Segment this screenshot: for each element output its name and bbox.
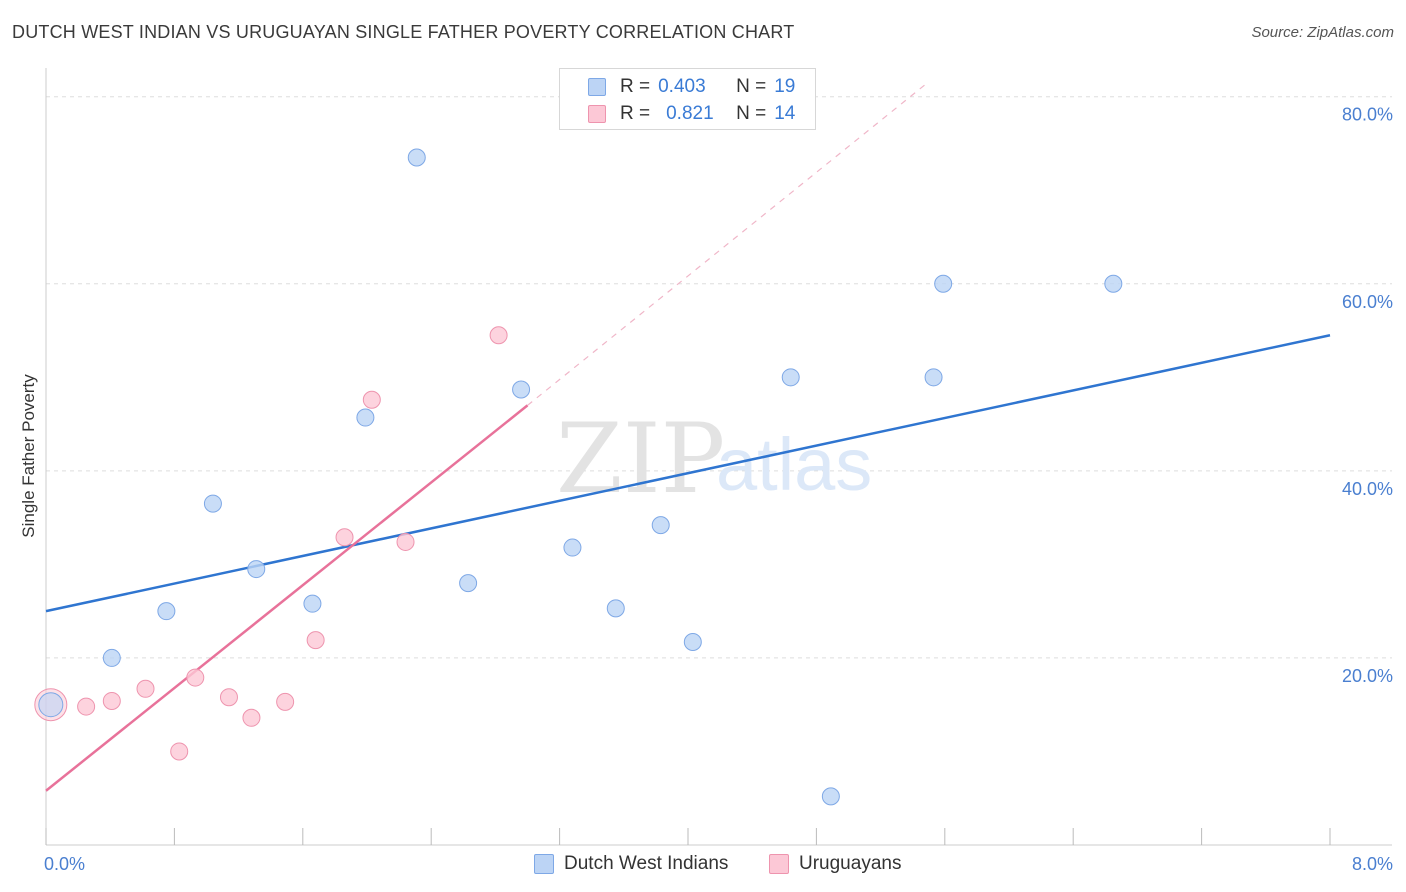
bottom-legend-swatch-pink (769, 854, 789, 874)
dutch-west-indians-point-8 (459, 574, 478, 593)
watermark-zip: ZIP (556, 403, 725, 515)
dutch-west-indians-point-4 (247, 560, 266, 579)
bottom-legend-dutch-west-indians: Dutch West Indians (534, 852, 728, 876)
dutch-west-indians-point-9 (512, 380, 531, 399)
dutch-west-indians-point-10 (563, 538, 582, 557)
dutch-west-indians-point-17 (934, 274, 953, 293)
dutch-west-indians-point-3 (203, 494, 222, 513)
uruguayans-point-5 (186, 668, 205, 687)
dutch-west-indians-point-6 (356, 408, 375, 427)
dutch-west-indians-point-0 (38, 692, 64, 718)
watermark: ZIP atlas (556, 403, 872, 515)
y-tick-label-1: 40.0% (1342, 479, 1393, 499)
uruguayans-point-12 (396, 532, 415, 551)
x-tick-label-0: 0.0% (44, 854, 85, 874)
dutch-west-indians-point-16 (924, 368, 943, 387)
dutch-west-indians-point-7 (407, 148, 426, 167)
legend-n-label: N = (736, 76, 767, 97)
uruguayans-trend-extension (527, 81, 930, 406)
watermark-atlas: atlas (716, 423, 872, 506)
dutch-west-indians-point-14 (781, 368, 800, 387)
legend-row-dutch-west-indians: R = 0.403 N = 19 (588, 75, 795, 99)
legend-row-uruguayans: R = 0.821 N = 14 (588, 102, 795, 126)
legend-n-value: 19 (774, 76, 796, 97)
dutch-west-indians-point-13 (683, 633, 702, 652)
source-label: Source: ZipAtlas.com (1251, 24, 1394, 41)
uruguayans-point-10 (335, 528, 354, 547)
stats-legend: R = 0.403 N = 19 R = 0.821 N = 14 (559, 68, 816, 130)
data-points (34, 148, 1123, 806)
uruguayans-point-6 (219, 688, 238, 707)
chart-title: DUTCH WEST INDIAN VS URUGUAYAN SINGLE FA… (12, 22, 795, 42)
legend-swatch-blue (588, 78, 606, 96)
legend-r-label: R = (620, 76, 651, 97)
legend-r-value: 0.403 (658, 76, 706, 97)
y-tick-label-0: 20.0% (1342, 666, 1393, 686)
grid-lines (46, 96, 1392, 659)
dutch-west-indians-point-11 (606, 599, 625, 618)
dutch-west-indians-point-5 (303, 594, 322, 613)
dutch-west-indians-point-18 (1104, 274, 1123, 293)
uruguayans-point-7 (242, 708, 261, 727)
dutch-west-indians-point-15 (821, 787, 840, 806)
uruguayans-point-3 (136, 679, 155, 698)
uruguayans-point-9 (306, 631, 325, 650)
legend-n-value: 14 (774, 103, 796, 124)
dutch-west-indians-trend-line (45, 334, 1331, 613)
legend-n-label: N = (736, 103, 767, 124)
uruguayans-point-13 (489, 326, 508, 345)
bottom-legend-label: Dutch West Indians (564, 853, 729, 874)
dutch-west-indians-point-12 (651, 516, 670, 535)
bottom-legend-swatch-blue (534, 854, 554, 874)
y-axis-label: Single Father Poverty (19, 374, 38, 538)
y-tick-label-3: 80.0% (1342, 105, 1393, 125)
dutch-west-indians-point-1 (102, 648, 121, 667)
bottom-legend-uruguayans: Uruguayans (769, 852, 901, 876)
uruguayans-point-11 (362, 390, 381, 409)
uruguayans-point-2 (102, 691, 121, 710)
uruguayans-trend-line (45, 404, 529, 792)
x-tick-label-1: 8.0% (1352, 854, 1393, 874)
legend-r-value: 0.821 (666, 103, 714, 124)
dutch-west-indians-point-2 (157, 602, 176, 621)
uruguayans-point-4 (170, 742, 189, 761)
uruguayans-point-1 (77, 697, 96, 716)
y-tick-label-2: 60.0% (1342, 292, 1393, 312)
y-tick-labels: 20.0% 40.0% 60.0% 80.0% (1342, 105, 1393, 686)
legend-swatch-pink (588, 105, 606, 123)
bottom-legend-label: Uruguayans (799, 853, 902, 874)
x-tick-labels: 0.0% 8.0% (44, 854, 1393, 874)
uruguayans-point-8 (276, 692, 295, 711)
legend-r-label: R = (620, 103, 651, 124)
